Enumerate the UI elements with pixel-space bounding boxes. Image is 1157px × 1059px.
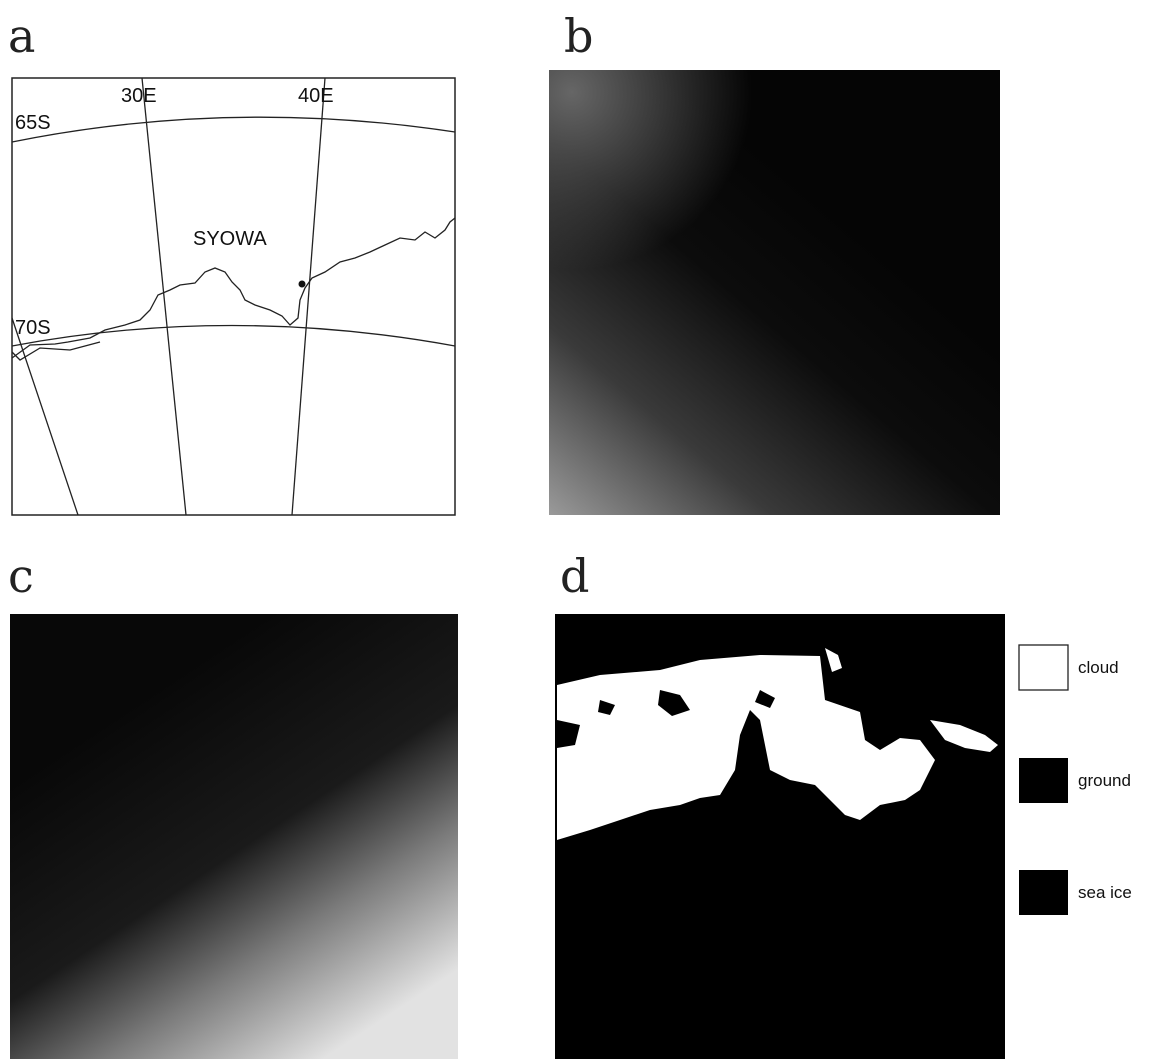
lat-label: 65S — [15, 112, 51, 134]
legend-label: cloud — [1078, 658, 1119, 677]
lat-label: 70S — [15, 317, 51, 339]
map: 65S 70S 30E 40E SYOWA — [12, 78, 455, 515]
legend-label: ground — [1078, 771, 1131, 790]
panel-label: d — [560, 549, 589, 603]
classification-image — [555, 614, 1005, 1059]
lon-label: 40E — [298, 85, 334, 107]
satellite-image — [10, 614, 458, 1059]
panel-label: b — [564, 9, 593, 63]
panel-label: a — [8, 9, 35, 63]
satellite-image — [549, 70, 1000, 515]
panel-label: c — [8, 549, 34, 603]
figure: a b c d 65S 70S 30E 40E SYOWA c — [0, 0, 1157, 1059]
lon-label: 30E — [121, 85, 157, 107]
legend-label: sea ice — [1078, 883, 1132, 902]
legend: cloud ground sea ice — [1019, 645, 1132, 915]
station-label: SYOWA — [193, 228, 267, 250]
